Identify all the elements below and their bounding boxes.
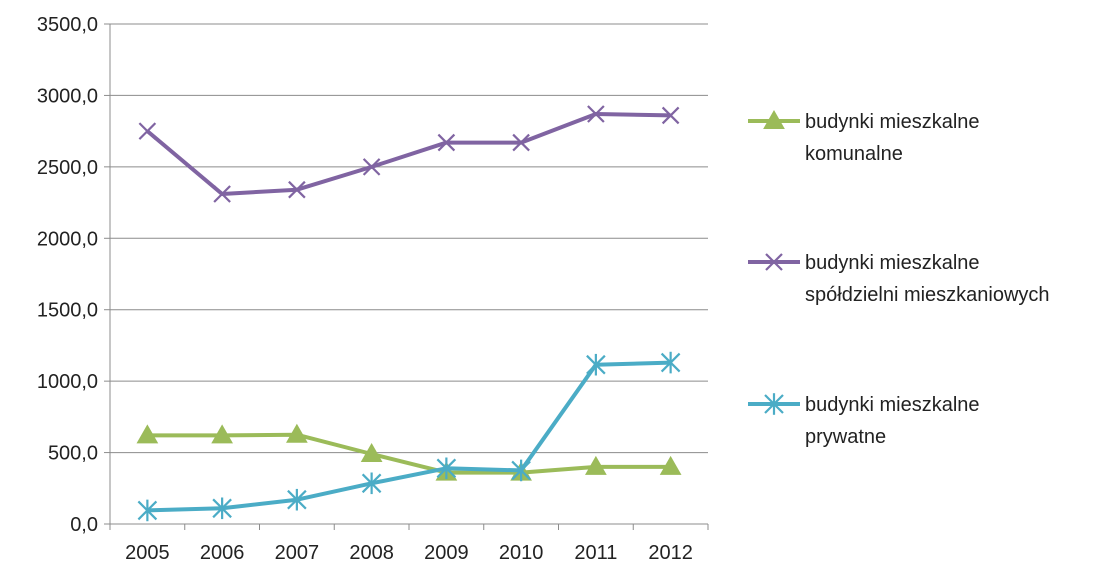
x-tick-label: 2006 xyxy=(200,542,245,564)
series-2 xyxy=(137,351,681,522)
data-point-marker xyxy=(136,424,159,444)
data-point-marker xyxy=(511,459,531,482)
legend-label: budynki mieszkalne xyxy=(805,394,980,416)
legend-swatch-marker xyxy=(764,393,784,415)
y-tick-label: 1500,0 xyxy=(37,300,98,322)
x-axis-tick-labels: 2005 2006 2007 2008 2009 2010 2011 2012 xyxy=(125,542,693,564)
legend-item: budynki mieszkalne prywatne xyxy=(748,393,980,448)
data-point-marker xyxy=(512,133,530,152)
series-0 xyxy=(136,423,682,481)
x-tick-label: 2010 xyxy=(499,542,544,564)
gridlines xyxy=(110,23,708,454)
data-point-marker xyxy=(212,497,232,520)
x-tick-label: 2007 xyxy=(275,542,320,564)
series-group xyxy=(136,105,682,522)
legend-swatch-marker xyxy=(763,109,785,129)
data-point-marker xyxy=(288,180,306,199)
x-tick-label: 2008 xyxy=(349,542,394,564)
axes xyxy=(104,23,709,530)
data-point-marker xyxy=(586,353,606,376)
data-point-marker xyxy=(137,499,158,522)
data-point-marker xyxy=(360,442,383,462)
legend-label: spółdzielni mieszkaniowych xyxy=(805,284,1050,306)
data-point-marker xyxy=(211,424,233,444)
legend-label: prywatne xyxy=(805,426,886,448)
data-point-marker xyxy=(361,472,382,495)
y-tick-label: 2000,0 xyxy=(37,228,98,250)
data-point-marker xyxy=(587,105,605,123)
legend-swatch-marker xyxy=(765,253,783,271)
legend-label: komunalne xyxy=(805,143,903,165)
series-line xyxy=(146,112,671,196)
data-point-marker xyxy=(286,423,308,443)
y-axis-tick-labels: 0,0 500,0 1000,0 1500,0 2000,0 2500,0 3000,0 35… xyxy=(37,14,98,536)
legend-label: budynki mieszkalne xyxy=(805,111,980,133)
legend-label: budynki mieszkalne xyxy=(805,252,980,274)
series-1 xyxy=(138,105,680,203)
data-point-marker xyxy=(437,133,456,152)
y-tick-label: 3000,0 xyxy=(37,85,98,107)
y-tick-label: 2500,0 xyxy=(37,157,98,179)
x-tick-label: 2005 xyxy=(125,542,170,564)
data-point-marker xyxy=(138,122,157,140)
y-tick-label: 1000,0 xyxy=(37,371,98,393)
x-tick-label: 2009 xyxy=(424,542,469,564)
legend-item: budynki mieszkalne komunalne xyxy=(748,109,980,165)
data-point-marker xyxy=(213,185,231,203)
y-tick-label: 500,0 xyxy=(48,443,98,465)
x-tick-label: 2012 xyxy=(648,542,693,564)
data-point-marker xyxy=(436,457,457,480)
data-point-marker xyxy=(287,488,307,511)
legend-item: budynki mieszkalne spółdzielni mieszkanio… xyxy=(748,252,1050,306)
x-tick-label: 2011 xyxy=(574,542,617,564)
series-line xyxy=(147,432,671,475)
data-point-marker xyxy=(660,351,681,374)
data-point-marker xyxy=(585,455,607,475)
data-point-marker xyxy=(659,455,682,475)
y-tick-label: 0,0 xyxy=(70,514,98,536)
series-line xyxy=(147,360,671,513)
data-point-marker xyxy=(362,158,381,176)
data-point-marker xyxy=(661,106,680,125)
y-tick-label: 3500,0 xyxy=(37,14,98,36)
